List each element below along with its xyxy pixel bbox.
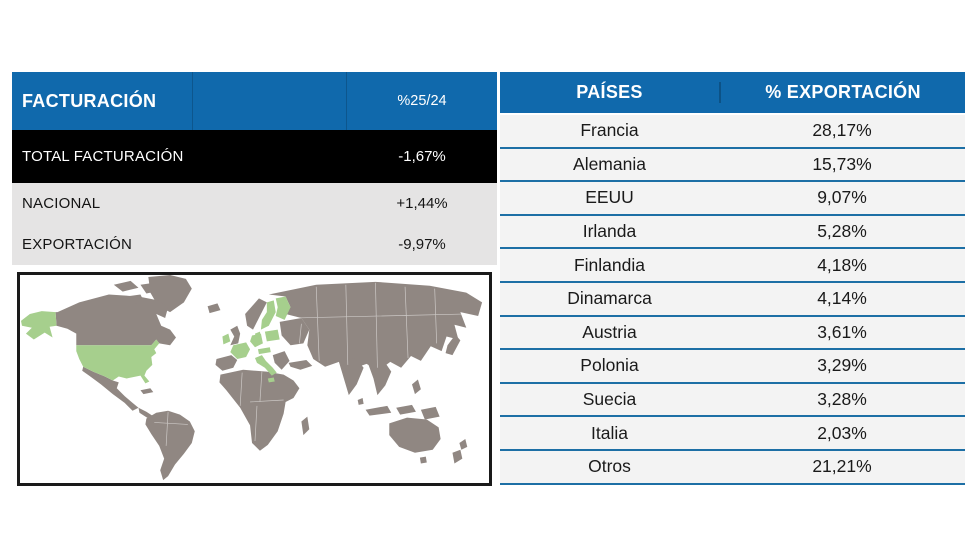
paises-row-country: Italia <box>591 422 628 443</box>
region-japan <box>445 334 461 356</box>
paises-row: Alemania 15,73% <box>500 148 965 183</box>
region-east-europe <box>279 317 310 346</box>
region-indonesia <box>365 404 440 420</box>
region-canada <box>55 294 177 346</box>
paises-row-country: Otros <box>588 456 631 477</box>
paises-row-pct: 4,18% <box>817 254 867 275</box>
country-sweden <box>260 300 276 330</box>
paises-row: Otros 21,21% <box>500 450 965 485</box>
region-asia <box>268 281 483 371</box>
paises-header-pct: % EXPORTACIÓN <box>719 82 965 103</box>
paises-row-country: Suecia <box>582 389 637 410</box>
country-usa <box>76 339 160 384</box>
paises-row-pct: 2,03% <box>817 422 867 443</box>
facturacion-header-spacer <box>193 72 347 130</box>
region-arctic-islands <box>113 280 161 305</box>
country-austria <box>257 347 271 355</box>
paises-row: EEUU 9,07% <box>500 182 965 216</box>
country-borders <box>154 282 463 446</box>
country-france <box>230 342 251 359</box>
paises-row-country: Finlandia <box>573 254 646 275</box>
region-uk <box>230 325 241 346</box>
paises-row-pct: 28,17% <box>812 120 872 141</box>
paises-row-pct: 15,73% <box>812 153 872 174</box>
region-turkey <box>288 359 313 370</box>
paises-row: Austria 3,61% <box>500 316 965 351</box>
facturacion-header: FACTURACIÓN %25/24 <box>12 72 497 130</box>
facturacion-table: FACTURACIÓN %25/24 TOTAL FACTURACIÓN -1,… <box>12 72 497 265</box>
country-germany <box>250 333 263 348</box>
paises-row-pct: 21,21% <box>812 456 872 477</box>
paises-rows: Francia 28,17% Alemania 15,73% EEUU 9,07… <box>500 115 965 485</box>
region-mexico-central-america <box>82 366 154 419</box>
facturacion-row: EXPORTACIÓN -9,97% <box>12 224 497 265</box>
paises-row: Finlandia 4,18% <box>500 249 965 283</box>
world-map <box>20 275 483 481</box>
paises-row-country: Austria <box>582 321 637 342</box>
facturacion-title: FACTURACIÓN <box>12 72 193 130</box>
region-africa <box>219 369 300 451</box>
region-norway <box>245 298 267 330</box>
paises-header-country: PAÍSES <box>576 82 643 102</box>
paises-row-country: Polonia <box>580 355 639 376</box>
facturacion-row-label: NACIONAL <box>22 195 101 212</box>
paises-row-country: Francia <box>580 120 639 141</box>
paises-row: Francia 28,17% <box>500 115 965 149</box>
country-ireland <box>222 333 231 345</box>
facturacion-row-value: -1,67% <box>398 148 446 165</box>
paises-row-pct: 9,07% <box>817 187 867 208</box>
country-alaska <box>20 311 57 340</box>
facturacion-period-header: %25/24 <box>397 93 447 109</box>
region-iberia <box>215 355 238 371</box>
paises-row-country: EEUU <box>585 187 634 208</box>
paises-row: Dinamarca 4,14% <box>500 282 965 317</box>
paises-row-pct: 3,61% <box>817 321 867 342</box>
facturacion-row-label: TOTAL FACTURACIÓN <box>22 148 184 165</box>
facturacion-rows: TOTAL FACTURACIÓN -1,67% NACIONAL +1,44%… <box>12 130 497 265</box>
country-finland <box>275 296 291 320</box>
facturacion-row: TOTAL FACTURACIÓN -1,67% <box>12 130 497 183</box>
facturacion-row: NACIONAL +1,44% <box>12 183 497 224</box>
paises-row-pct: 3,28% <box>817 389 867 410</box>
region-philippines <box>411 379 421 395</box>
paises-row-country: Dinamarca <box>567 288 652 309</box>
facturacion-row-value: -9,97% <box>398 236 446 253</box>
paises-row-pct: 3,29% <box>817 355 867 376</box>
paises-row: Irlanda 5,28% <box>500 215 965 250</box>
region-india <box>338 358 364 405</box>
region-australia <box>389 417 441 464</box>
region-iceland <box>207 303 221 314</box>
paises-row: Polonia 3,29% <box>500 350 965 384</box>
paises-row-pct: 4,14% <box>817 288 867 309</box>
region-new-zealand <box>452 439 468 464</box>
paises-row-country: Alemania <box>573 153 646 174</box>
world-map-frame <box>17 272 492 486</box>
country-italy <box>254 355 277 383</box>
paises-row: Italia 2,03% <box>500 417 965 451</box>
facturacion-row-value: +1,44% <box>396 195 448 212</box>
region-madagascar <box>301 416 310 436</box>
paises-row-country: Irlanda <box>582 221 637 242</box>
region-se-asia <box>368 359 392 396</box>
country-poland <box>264 329 280 342</box>
paises-row: Suecia 3,28% <box>500 383 965 418</box>
paises-row-pct: 5,28% <box>817 221 867 242</box>
paises-header: PAÍSES % EXPORTACIÓN <box>500 72 965 115</box>
region-south-america <box>145 410 195 481</box>
facturacion-row-label: EXPORTACIÓN <box>22 236 132 253</box>
region-balkans <box>272 351 290 370</box>
paises-table: PAÍSES % EXPORTACIÓN Francia 28,17% Alem… <box>500 72 965 485</box>
